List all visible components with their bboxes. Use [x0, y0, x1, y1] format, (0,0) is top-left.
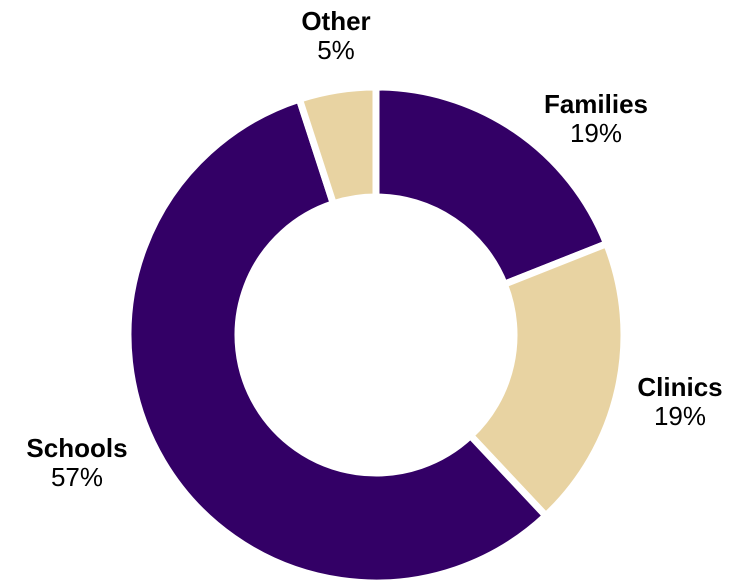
slice-label-value: 57%	[50, 462, 104, 492]
slice-schools	[124, 94, 551, 580]
slice-label-value: 5%	[317, 35, 355, 65]
slice-label-name: Other	[301, 6, 371, 36]
slice-label-name: Families	[543, 89, 649, 119]
slice-label-schools: Schools 57%	[26, 434, 127, 492]
slice-label-clinics: Clinics 19%	[637, 373, 722, 431]
slice-label-name: Schools	[26, 433, 128, 463]
slice-label-value: 19%	[569, 118, 623, 148]
slice-label-name: Clinics	[637, 372, 723, 402]
slice-other	[294, 83, 380, 209]
slice-clinics	[465, 239, 628, 521]
slice-families	[372, 83, 612, 289]
slice-label-value: 19%	[653, 401, 707, 431]
slice-label-families: Families 19%	[544, 90, 648, 148]
slice-label-other: Other 5%	[301, 7, 370, 65]
